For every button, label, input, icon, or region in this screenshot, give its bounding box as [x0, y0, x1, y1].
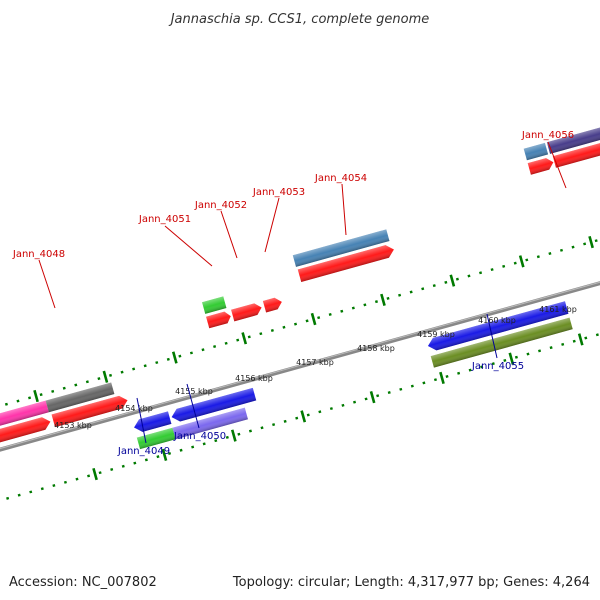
- scale-label: 4160 kbp: [478, 316, 516, 325]
- scale-label: 4159 kbp: [417, 330, 455, 339]
- gene-label-jann-4050[interactable]: Jann_4050: [173, 431, 226, 442]
- scale-label: 4158 kbp: [357, 344, 395, 353]
- scale-label: 4153 kbp: [54, 421, 92, 430]
- scale-label: 4155 kbp: [175, 387, 213, 396]
- upper-major-ticks: [33, 235, 594, 403]
- gene-label-jann-4048[interactable]: Jann_4048: [12, 249, 65, 260]
- scale-label: 4161 kbp: [539, 305, 577, 314]
- gene-label-jann-4052[interactable]: Jann_4052: [194, 200, 247, 211]
- gene-label-jann-4053[interactable]: Jann_4053: [252, 187, 305, 198]
- accession-text: Accession: NC_007802: [9, 575, 157, 590]
- lower-genes: [134, 301, 573, 450]
- map-title: Jannaschia sp. CCS1, complete genome: [168, 12, 430, 27]
- gene-label-jann-4056[interactable]: Jann_4056: [521, 130, 574, 141]
- scale-label: 4154 kbp: [115, 404, 153, 413]
- scale-labels: 4153 kbp 4154 kbp 4155 kbp 4156 kbp 4157…: [54, 305, 577, 430]
- gene-label-jann-4054[interactable]: Jann_4054: [314, 173, 367, 184]
- scale-label: 4157 kbp: [296, 358, 334, 367]
- upper-gene-labels: Jann_4048 Jann_4051 Jann_4052 Jann_4053 …: [12, 130, 574, 309]
- upper-dotted-scale: [0, 223, 600, 419]
- lower-major-ticks: [92, 333, 584, 481]
- lower-gene-labels: Jann_4049 Jann_4050 Jann_4055: [117, 313, 524, 457]
- gene-label-jann-4049[interactable]: Jann_4049: [117, 446, 170, 457]
- scale-label: 4156 kbp: [235, 374, 273, 383]
- gene-label-jann-4051[interactable]: Jann_4051: [138, 214, 191, 225]
- gene-label-jann-4055[interactable]: Jann_4055: [471, 361, 524, 372]
- track-group: [0, 126, 600, 507]
- backbone-line: [0, 263, 600, 460]
- genome-summary-text: Topology: circular; Length: 4,317,977 bp…: [232, 575, 590, 590]
- upper-genes: [0, 126, 600, 446]
